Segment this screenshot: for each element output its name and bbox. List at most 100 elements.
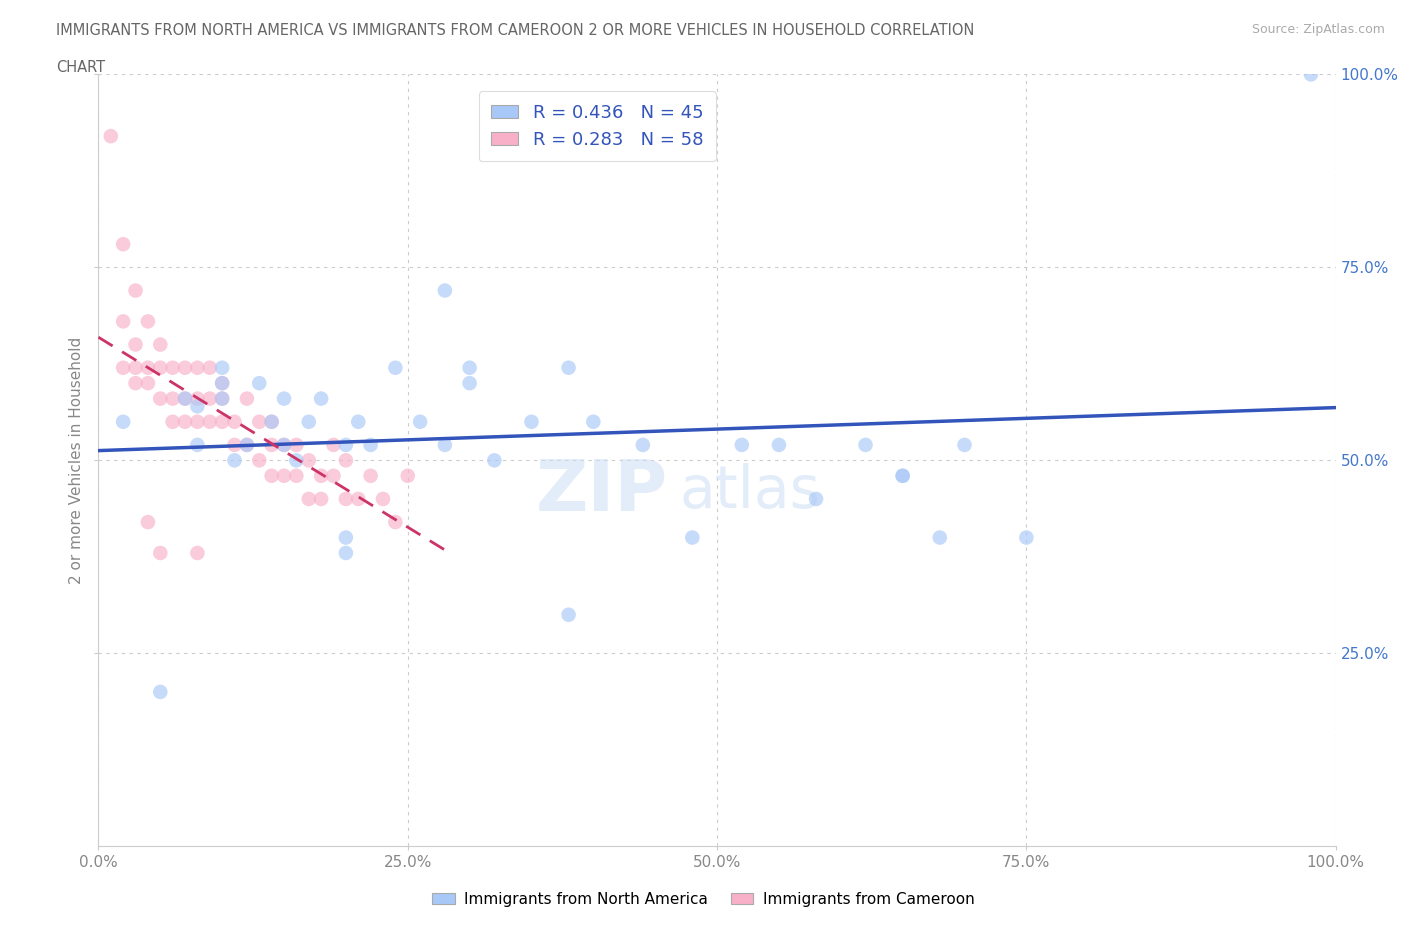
Point (273, 392, 295, 406)
Point (309, 469, 332, 484)
Point (224, 453, 246, 468)
Point (149, 684, 172, 699)
Point (458, 360, 481, 375)
Point (198, 392, 221, 406)
Point (186, 399, 208, 414)
Point (211, 376, 233, 391)
Point (236, 437, 259, 452)
Point (891, 469, 914, 484)
Y-axis label: 2 or more Vehicles in Household: 2 or more Vehicles in Household (69, 337, 84, 584)
Point (186, 546, 208, 561)
Point (236, 437, 259, 452)
Point (484, 453, 506, 468)
Point (360, 469, 382, 484)
Point (162, 360, 184, 375)
Point (298, 415, 321, 430)
Point (285, 437, 308, 452)
Point (371, 492, 394, 507)
Point (273, 437, 295, 452)
Point (211, 392, 233, 406)
Point (260, 415, 283, 430)
Point (557, 360, 579, 375)
Point (124, 376, 146, 391)
Point (174, 392, 197, 406)
Point (322, 469, 344, 484)
Point (149, 360, 172, 375)
Point (198, 360, 221, 375)
Point (186, 415, 208, 430)
Point (211, 360, 233, 375)
Point (855, 437, 877, 452)
Point (174, 360, 197, 375)
Point (198, 415, 221, 430)
Text: Source: ZipAtlas.com: Source: ZipAtlas.com (1251, 23, 1385, 36)
Point (162, 415, 184, 430)
Point (124, 360, 146, 375)
Point (112, 360, 135, 375)
Point (112, 415, 135, 430)
Point (260, 469, 283, 484)
Point (1299, 67, 1322, 82)
Point (186, 437, 208, 452)
Point (557, 607, 579, 622)
Point (186, 360, 208, 375)
Point (322, 437, 344, 452)
Point (309, 392, 332, 406)
Point (186, 392, 208, 406)
Point (273, 469, 295, 484)
Point (260, 437, 283, 452)
Point (335, 437, 357, 452)
Point (347, 492, 370, 507)
Point (211, 392, 233, 406)
Point (458, 376, 481, 391)
Point (396, 469, 419, 484)
Point (149, 392, 172, 406)
Point (384, 514, 406, 529)
Text: ZIP: ZIP (536, 457, 668, 525)
Text: atlas: atlas (681, 463, 821, 520)
Text: CHART: CHART (56, 60, 105, 75)
Point (162, 392, 184, 406)
Point (236, 392, 259, 406)
Point (384, 360, 406, 375)
Point (309, 492, 332, 507)
Legend: R = 0.436   N = 45, R = 0.283   N = 58: R = 0.436 N = 45, R = 0.283 N = 58 (478, 91, 716, 162)
Point (224, 437, 246, 452)
Point (100, 128, 122, 143)
Point (285, 453, 308, 468)
Point (136, 376, 159, 391)
Point (631, 437, 654, 452)
Point (409, 415, 432, 430)
Point (211, 415, 233, 430)
Text: IMMIGRANTS FROM NORTH AMERICA VS IMMIGRANTS FROM CAMEROON 2 OR MORE VEHICLES IN : IMMIGRANTS FROM NORTH AMERICA VS IMMIGRA… (56, 23, 974, 38)
Point (1015, 530, 1038, 545)
Point (298, 453, 321, 468)
Point (136, 514, 159, 529)
Point (347, 415, 370, 430)
Point (247, 453, 270, 468)
Point (298, 492, 321, 507)
Point (124, 338, 146, 352)
Point (174, 392, 197, 406)
Point (731, 437, 754, 452)
Point (953, 437, 976, 452)
Point (112, 237, 135, 252)
Legend: Immigrants from North America, Immigrants from Cameroon: Immigrants from North America, Immigrant… (426, 886, 980, 913)
Point (335, 530, 357, 545)
Point (260, 415, 283, 430)
Point (335, 492, 357, 507)
Point (285, 469, 308, 484)
Point (520, 415, 543, 430)
Point (211, 376, 233, 391)
Point (136, 314, 159, 329)
Point (149, 338, 172, 352)
Point (112, 314, 135, 329)
Point (124, 283, 146, 298)
Point (582, 415, 605, 430)
Point (174, 415, 197, 430)
Point (360, 437, 382, 452)
Point (433, 437, 456, 452)
Point (149, 546, 172, 561)
Point (273, 437, 295, 452)
Point (768, 437, 790, 452)
